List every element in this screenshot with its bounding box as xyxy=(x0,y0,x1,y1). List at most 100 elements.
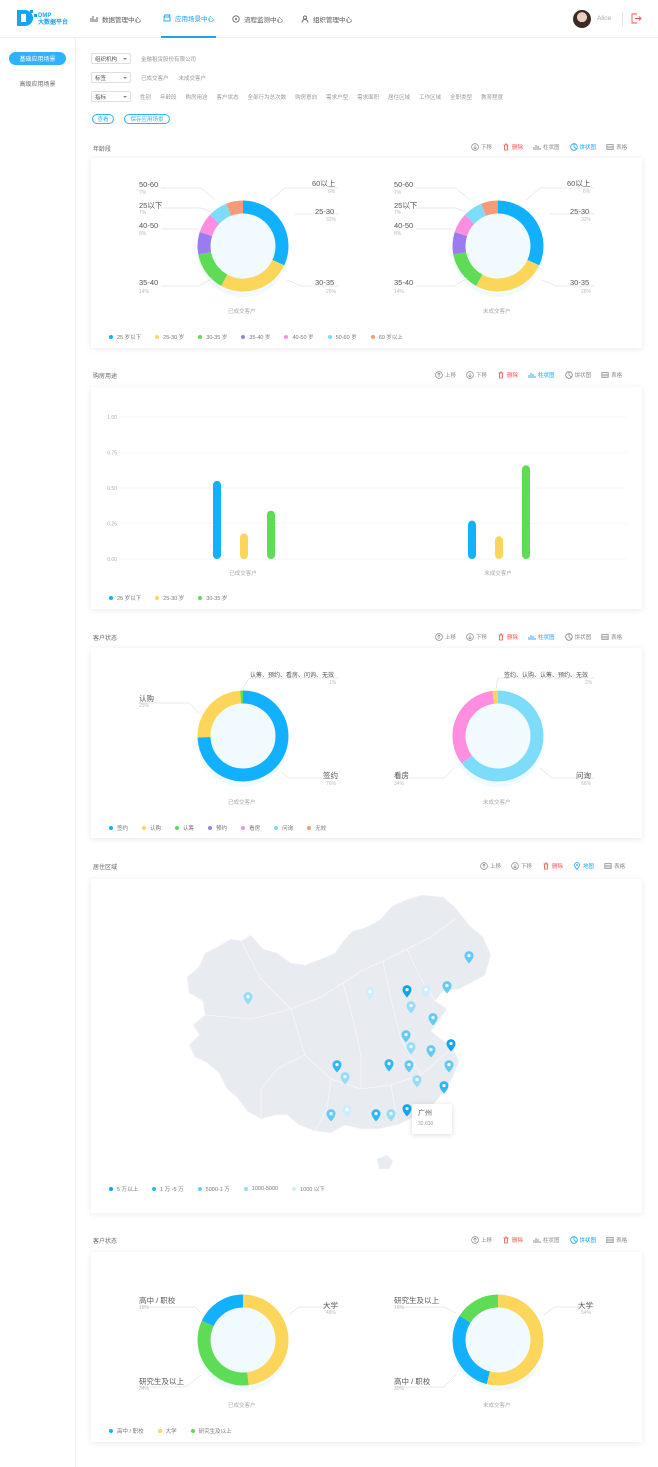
map-pin-icon[interactable] xyxy=(401,1030,411,1043)
table-button[interactable]: 表格 xyxy=(601,371,622,379)
bar-25-30 岁[interactable] xyxy=(495,536,503,559)
donut-slice-25-below[interactable] xyxy=(464,203,487,224)
bar-30-35 岁[interactable] xyxy=(267,510,275,559)
china-map[interactable] xyxy=(91,879,642,1213)
donut-slice-60-above[interactable] xyxy=(226,200,244,216)
donut-slice-highschool[interactable] xyxy=(201,1294,244,1327)
donut-slice-50-60[interactable] xyxy=(454,214,475,237)
map-pin-icon[interactable] xyxy=(402,985,412,998)
donut-slice-viewing[interactable] xyxy=(452,690,495,764)
dimension-option[interactable]: 需求面积 xyxy=(357,94,380,101)
delete-button[interactable]: 删除 xyxy=(502,143,523,151)
map-pin-icon[interactable] xyxy=(464,951,474,964)
map-pin-icon[interactable] xyxy=(326,1109,336,1122)
move-up-button[interactable]: 上移 xyxy=(471,1236,492,1244)
legend-item[interactable]: 预约 xyxy=(208,824,227,832)
logout-icon[interactable] xyxy=(631,13,642,24)
legend-item[interactable]: 认筹 xyxy=(175,824,194,832)
dimension-option[interactable]: 客户状态 xyxy=(216,94,239,101)
donut-slice-40-50[interactable] xyxy=(197,231,213,255)
table-button[interactable]: 表格 xyxy=(601,633,622,641)
legend-item[interactable]: 研究生及以上 xyxy=(190,1427,232,1435)
move-down-button[interactable]: 下移 xyxy=(466,371,487,379)
map-pin-icon[interactable] xyxy=(442,981,452,994)
dimension-option[interactable]: 居住区域 xyxy=(388,94,411,101)
map-pin-icon[interactable] xyxy=(342,1105,352,1118)
move-down-button[interactable]: 下移 xyxy=(511,862,532,870)
donut-slice-60-above[interactable] xyxy=(481,200,499,216)
sidebar-item-advanced-scene[interactable]: 高级应用场景 xyxy=(19,82,56,88)
legend-item[interactable]: 问询 xyxy=(274,824,293,832)
map-pin-icon[interactable] xyxy=(412,1075,422,1088)
dimension-option[interactable]: 工作区域 xyxy=(419,94,442,101)
dimension-option[interactable]: 年龄段 xyxy=(160,94,177,101)
legend-item[interactable]: 25-30 岁 xyxy=(155,333,184,341)
map-pin-icon[interactable] xyxy=(371,1109,381,1122)
delete-button[interactable]: 删除 xyxy=(542,862,563,870)
bar-25-30 岁[interactable] xyxy=(240,533,248,559)
donut-slice-40-50[interactable] xyxy=(452,231,468,255)
map-pin-icon[interactable] xyxy=(446,1039,456,1052)
nav-org-management[interactable]: 组织管理中心 xyxy=(301,0,352,38)
donut-slice-30-35[interactable] xyxy=(221,259,285,292)
dimension-option[interactable]: 需求户型 xyxy=(326,94,349,101)
legend-item[interactable]: 25 岁以下 xyxy=(109,594,141,602)
view-button[interactable]: 查看 xyxy=(92,114,114,124)
map-pin-icon[interactable] xyxy=(426,1045,436,1058)
donut-slice-university[interactable] xyxy=(242,1294,289,1386)
move-down-button[interactable]: 下移 xyxy=(466,633,487,641)
donut-slice-50-60[interactable] xyxy=(199,214,220,237)
legend-item[interactable]: 60 岁以上 xyxy=(370,333,403,341)
legend-item[interactable]: 高中 / 职校 xyxy=(109,1427,144,1435)
pie-chart-button[interactable]: 饼状图 xyxy=(564,371,591,379)
dimension-option[interactable]: 教育程度 xyxy=(481,94,504,101)
donut-slice-postgrad[interactable] xyxy=(197,1320,249,1386)
table-button[interactable]: 表格 xyxy=(606,1236,627,1244)
org-value[interactable]: 金融租赁股份有限公司 xyxy=(141,56,197,63)
dimension-option[interactable]: 全职类型 xyxy=(450,94,473,101)
donut-slice-inquiry[interactable] xyxy=(461,690,544,782)
map-pin-icon[interactable] xyxy=(404,1060,414,1073)
move-up-button[interactable]: 上移 xyxy=(435,371,456,379)
map-pin-icon[interactable] xyxy=(421,985,431,998)
map-pin-icon[interactable] xyxy=(406,1001,416,1014)
delete-button[interactable]: 删除 xyxy=(502,1236,523,1244)
donut-slice-sign[interactable] xyxy=(197,690,289,782)
delete-button[interactable]: 删除 xyxy=(497,371,518,379)
bar-25 岁以下[interactable] xyxy=(468,520,476,559)
pie-chart-button[interactable]: 饼状图 xyxy=(569,143,596,151)
bar-25 岁以下[interactable] xyxy=(213,480,221,559)
dimension-option[interactable]: 购房用途 xyxy=(185,94,208,101)
map-pin-icon[interactable] xyxy=(439,1081,449,1094)
legend-item[interactable]: 30-35 岁 xyxy=(198,594,227,602)
legend-item[interactable]: 签约 xyxy=(109,824,128,832)
donut-slice-postgrad[interactable] xyxy=(459,1294,499,1323)
donut-slice-university[interactable] xyxy=(486,1294,544,1386)
donut-slice-25-below[interactable] xyxy=(209,203,232,224)
donut-slice-subscribe[interactable] xyxy=(197,690,242,738)
nav-application-scene[interactable]: 应用场景中心 xyxy=(161,0,216,38)
user-avatar[interactable] xyxy=(573,10,591,28)
legend-item[interactable]: 50-60 岁 xyxy=(327,333,357,341)
map-pin-icon[interactable] xyxy=(332,1060,342,1073)
bar-30-35 岁[interactable] xyxy=(522,465,530,559)
legend-item[interactable]: 25-30 岁 xyxy=(155,594,184,602)
table-button[interactable]: 表格 xyxy=(606,143,627,151)
map-pin-icon[interactable] xyxy=(402,1104,412,1117)
pie-chart-button[interactable]: 饼状图 xyxy=(564,633,591,641)
donut-slice-35-40[interactable] xyxy=(198,251,228,286)
map-pin-icon[interactable] xyxy=(386,1109,396,1122)
map-pin-icon[interactable] xyxy=(406,1042,416,1055)
org-select[interactable]: 组织机构 xyxy=(91,53,131,64)
save-scene-button[interactable]: 保存应用场景 xyxy=(124,114,170,124)
legend-item[interactable]: 30-35 岁 xyxy=(198,333,227,341)
donut-slice-25-30[interactable] xyxy=(497,200,544,266)
move-up-button[interactable]: 上移 xyxy=(480,862,501,870)
legend-item[interactable]: 1 万 -5 万 xyxy=(152,1185,184,1193)
legend-item[interactable]: 25 岁以下 xyxy=(109,333,141,341)
bar-chart-button[interactable]: 柱状图 xyxy=(533,143,560,151)
tag-option[interactable]: 未成交客户 xyxy=(178,75,207,82)
donut-slice-highschool[interactable] xyxy=(452,1315,491,1385)
map-pin-icon[interactable] xyxy=(444,1060,454,1073)
map-pin-icon[interactable] xyxy=(384,1059,394,1072)
